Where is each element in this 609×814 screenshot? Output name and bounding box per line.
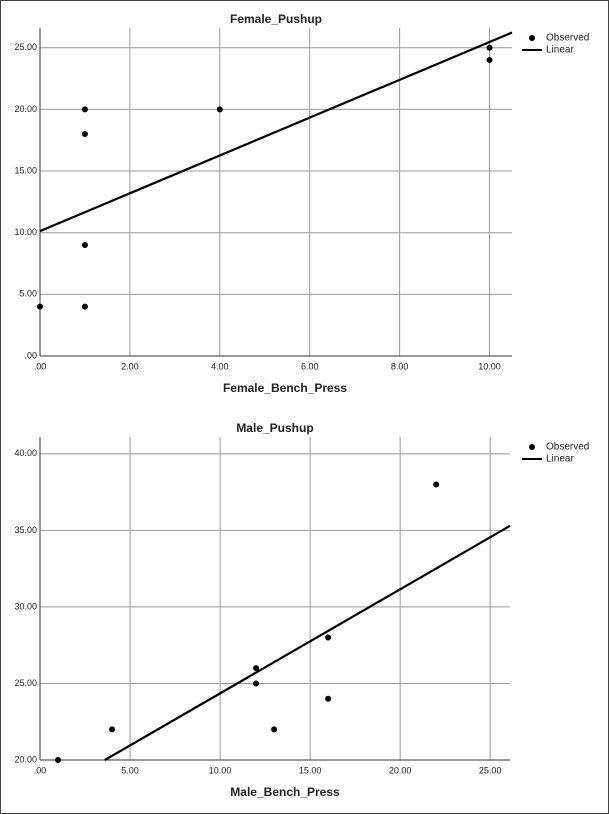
point [253,665,260,672]
point [109,726,116,733]
y-tick-label: 25.00 [14,678,37,688]
legend-label: Observed [546,33,589,44]
y-tick-label: 25.00 [14,42,37,52]
point [486,44,493,51]
x-tick-label: 6.00 [301,361,319,371]
point [81,106,88,113]
x-tick-label: 20.00 [389,765,412,775]
x-tick-label: 4.00 [211,361,229,371]
fit-line [39,31,513,233]
point [433,481,440,488]
x-tick-label: .00 [34,361,47,371]
chart-title: Female_Pushup [230,12,322,26]
x-tick-label: 10.00 [209,765,232,775]
x-tick-label: .00 [34,765,47,775]
y-tick-label: .00 [24,350,37,360]
y-tick-label: 5.00 [19,289,37,299]
x-tick-label: 15.00 [299,765,322,775]
x-axis-title: Male_Bench_Press [230,785,340,799]
x-tick-label: 25.00 [479,765,502,775]
point [55,757,62,763]
x-tick-label: 8.00 [391,361,409,371]
point [81,242,88,249]
x-tick-label: 2.00 [121,361,139,371]
legend-label: Linear [546,45,574,56]
y-tick-label: 40.00 [14,448,37,458]
x-tick-label: 5.00 [121,765,139,775]
point [216,106,223,113]
x-tick-label: 10.00 [478,361,501,371]
y-tick-label: 20.00 [14,104,37,114]
point [325,695,332,702]
point [81,131,88,138]
point [253,680,260,687]
point [81,303,88,310]
point [271,726,278,733]
y-tick-label: 35.00 [14,525,37,535]
legend-dot [529,444,535,450]
legend-dot [529,35,535,41]
y-tick-label: 15.00 [14,165,37,175]
x-axis-title: Female_Bench_Press [223,381,347,395]
point [325,634,332,641]
fit-line [104,524,511,761]
y-tick-label: 10.00 [14,227,37,237]
chart-title: Male_Pushup [236,421,313,435]
point [486,57,493,64]
y-tick-label: 30.00 [14,601,37,611]
point [37,303,43,310]
y-tick-label: 20.00 [14,754,37,764]
legend-label: Observed [546,442,589,453]
legend-label: Linear [546,454,574,465]
